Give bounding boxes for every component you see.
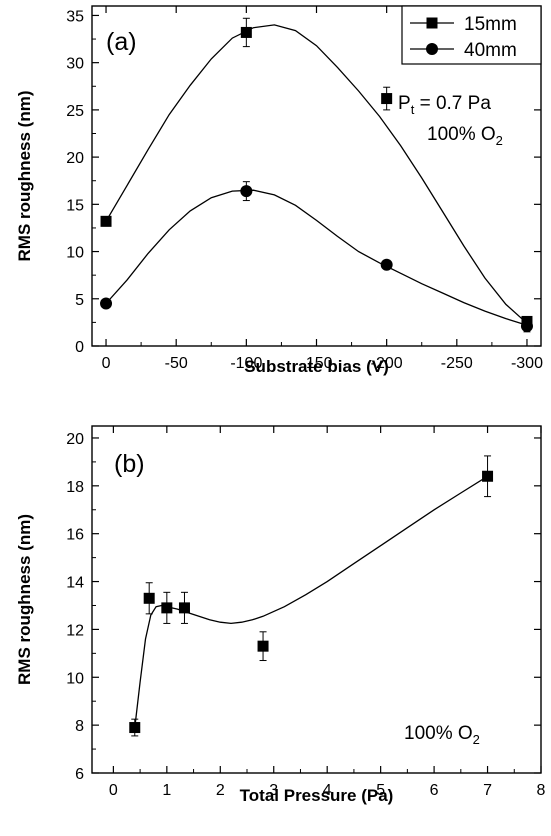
fit-curve — [105, 24, 528, 324]
data-point — [257, 640, 269, 652]
annotation-text: 100% O — [404, 723, 473, 744]
panel-label: (a) — [106, 28, 137, 56]
oxygen-annotation: 100% O2 — [404, 723, 480, 747]
y-tick-label: 8 — [75, 718, 84, 735]
subscript: t — [411, 102, 415, 117]
data-point — [129, 722, 141, 734]
legend: 15mm 40mm — [401, 5, 542, 65]
y-axis-title: RMS roughness (nm) — [15, 91, 34, 262]
x-tick-label: 2 — [216, 782, 225, 799]
x-tick-label: 7 — [483, 782, 492, 799]
y-tick-label: 20 — [66, 431, 84, 448]
x-tick-label: -200 — [371, 355, 403, 372]
x-tick-label: -50 — [165, 355, 188, 372]
x-tick-label: 5 — [376, 782, 385, 799]
x-tick-label: -100 — [230, 355, 262, 372]
legend-label: 15mm — [464, 14, 517, 35]
y-tick-label: 14 — [66, 575, 84, 592]
legend-marker — [426, 17, 438, 29]
x-tick-label: -150 — [300, 355, 332, 372]
y-tick-label: 16 — [66, 527, 84, 544]
series-data — [129, 455, 494, 737]
pressure-annotation: Pt = 0.7 Pa — [398, 93, 491, 117]
x-tick-label: 3 — [269, 782, 278, 799]
y-tick-label: 10 — [66, 670, 84, 687]
x-tick-label: 1 — [162, 782, 171, 799]
legend-box — [401, 5, 542, 65]
x-tick-label: 6 — [430, 782, 439, 799]
y-tick-label: 6 — [75, 766, 84, 783]
x-axis-title: Substrate bias (V) — [244, 357, 389, 376]
y-tick-label: 5 — [75, 292, 84, 309]
y-tick-label: 10 — [66, 245, 84, 262]
data-point — [143, 592, 155, 604]
data-point — [482, 470, 494, 482]
annotation-text: = 0.7 Pa — [414, 93, 491, 114]
y-tick-label: 20 — [66, 150, 84, 167]
annotation-text: 100% O — [427, 124, 496, 145]
oxygen-annotation: 100% O2 — [427, 124, 503, 148]
fit-curve — [134, 475, 488, 728]
data-point — [520, 320, 533, 333]
y-tick-label: 15 — [66, 197, 84, 214]
data-point — [100, 215, 112, 227]
x-tick-label: -250 — [441, 355, 473, 372]
chart-panel-a: 0 -50 -100 -150 -200 -250 -300 0 5 10 15 20 25 30 35 Su… — [15, 5, 543, 376]
subscript: 2 — [473, 732, 480, 747]
data-point — [161, 602, 173, 614]
x-tick-label: 0 — [109, 782, 118, 799]
subscript: 2 — [496, 133, 503, 148]
x-tick-label: -300 — [511, 355, 543, 372]
x-tick-label: 4 — [323, 782, 332, 799]
plot-frame — [91, 425, 542, 774]
data-point — [178, 602, 190, 614]
y-tick-label: 25 — [66, 103, 84, 120]
y-tick-label: 12 — [66, 622, 84, 639]
series-40mm — [100, 181, 533, 333]
y-tick-label: 18 — [66, 479, 84, 496]
annotation-text: P — [398, 93, 411, 114]
data-point — [380, 258, 393, 271]
y-tick-label: 35 — [66, 8, 84, 25]
x-axis-title: Total Pressure (Pa) — [240, 786, 394, 805]
data-point — [381, 93, 393, 105]
fit-curve — [105, 189, 528, 326]
y-axis-title: RMS roughness (nm) — [15, 514, 34, 685]
data-point — [100, 297, 113, 310]
legend-label: 40mm — [464, 40, 517, 61]
legend-marker — [426, 43, 438, 55]
data-point — [240, 26, 252, 38]
x-tick-label: 8 — [537, 782, 546, 799]
y-tick-label: 30 — [66, 56, 84, 73]
panel-label: (b) — [114, 450, 145, 478]
x-tick-label: 0 — [102, 355, 111, 372]
data-point — [240, 185, 253, 198]
y-tick-label: 0 — [75, 339, 84, 356]
